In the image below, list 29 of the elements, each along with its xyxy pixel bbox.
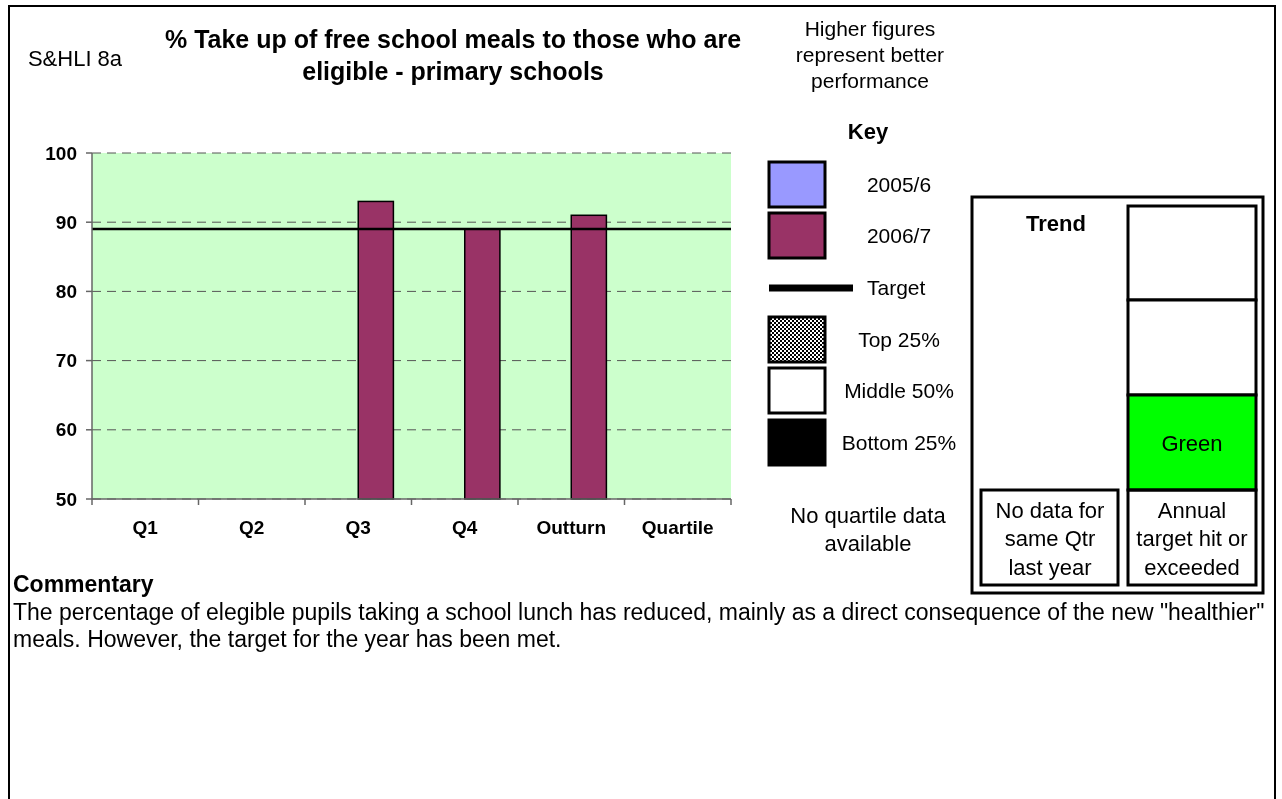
- x-tick-label: Outturn: [536, 516, 607, 538]
- legend-label: 2005/6: [866, 172, 932, 196]
- y-tick-label: 60: [55, 419, 77, 441]
- text: Higher figures represent better performance: [795, 17, 945, 93]
- text: Green: [1161, 430, 1223, 456]
- x-tick-label: Q1: [132, 516, 159, 538]
- y-tick-label: 70: [55, 350, 77, 372]
- y-tick-label: 80: [55, 281, 77, 303]
- y-tick-label: 50: [55, 488, 77, 510]
- text: Top 25%: [858, 328, 940, 352]
- text: No data for same Qtr last year: [995, 497, 1105, 580]
- text: The percentage of elegible pupils taking a school lunch has reduced, mainly as a direct consequence of the new "healthier" meals. However, the target for the year has been met.: [13, 599, 1265, 653]
- text: S&HLI 8a: [27, 45, 123, 71]
- legend-label: Target: [867, 276, 926, 300]
- y-tick-label: 100: [45, 142, 77, 164]
- x-tick-label: Q2: [239, 516, 265, 538]
- x-tick-label: Q3: [345, 516, 371, 538]
- legend-title: Key: [847, 118, 889, 144]
- text: Commentary: [13, 571, 154, 598]
- legend-label: 2006/7: [866, 223, 932, 247]
- text: Annual target hit or exceeded: [1136, 497, 1248, 580]
- chart-title: % Take up of free school meals to those who are eligible - primary schools: [164, 24, 742, 85]
- text: Bottom 25%: [841, 431, 957, 455]
- text: Middle 50%: [844, 379, 954, 403]
- x-tick-label: Quartile: [641, 516, 714, 538]
- text: Trend: [1026, 210, 1086, 236]
- text: No quartile data available: [790, 502, 947, 556]
- y-tick-label: 90: [55, 211, 77, 233]
- x-tick-label: Q4: [452, 516, 478, 538]
